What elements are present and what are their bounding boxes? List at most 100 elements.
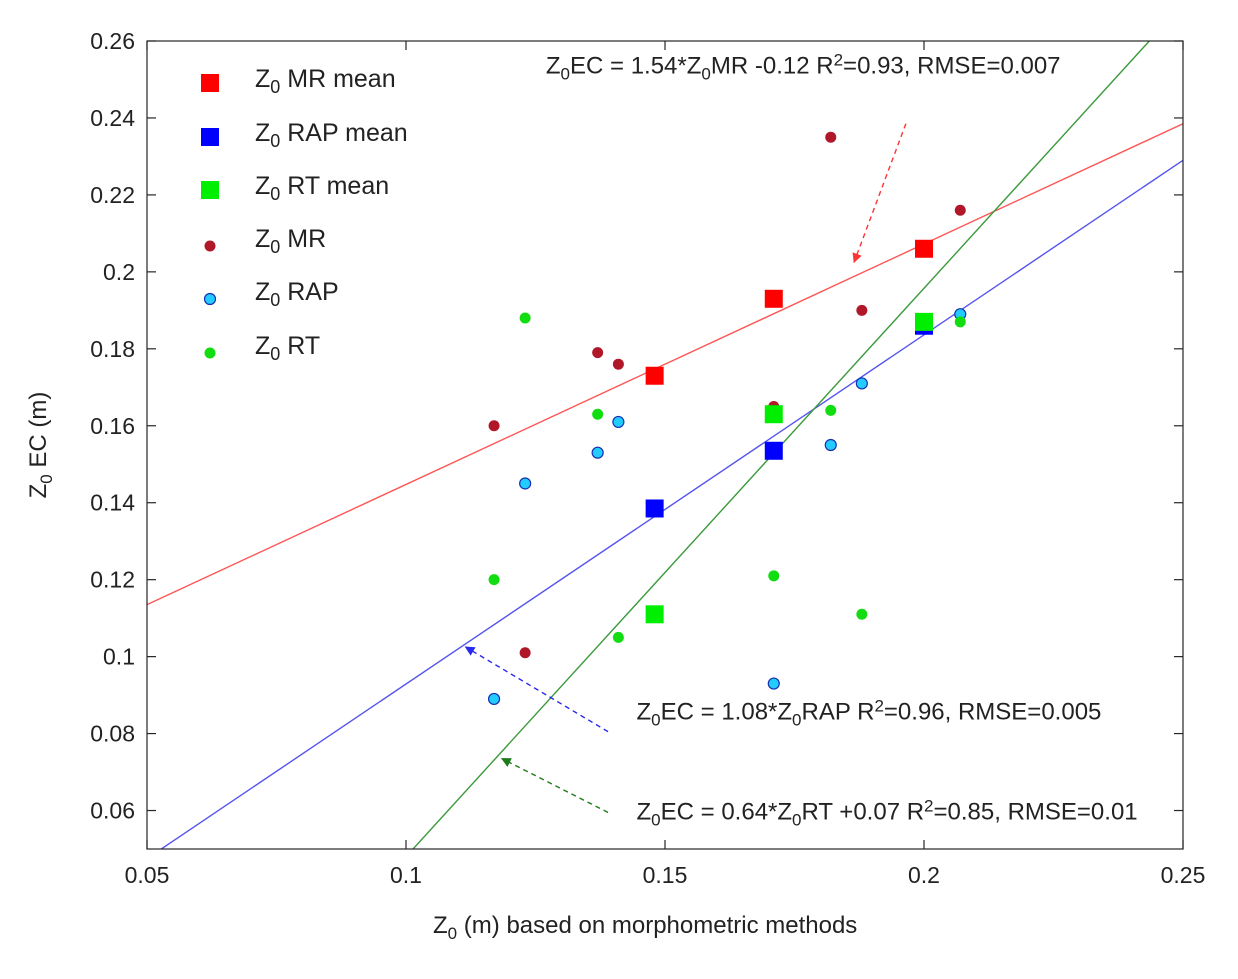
annotation-text-mr-part-1: 0 (561, 65, 570, 84)
annotation-arrow-mr (852, 123, 907, 264)
annotation-text-mr-part-0: Z (546, 53, 561, 80)
annotation-text-rt-part-0: Z (637, 798, 652, 825)
x-axis-label-part-1: 0 (448, 924, 457, 943)
y-tick-label-2: 0.1 (103, 644, 135, 670)
y-tick-label-0: 0.06 (90, 798, 135, 824)
annotation-text-rap-part-0: Z (637, 698, 652, 725)
point-rt-2 (592, 408, 604, 420)
legend-label-mr-part-0: Z (255, 225, 270, 253)
x-axis-label-part-0: Z (433, 912, 448, 939)
data-markers (487, 131, 967, 706)
annotation-text-mr-part-5: 2 (834, 51, 843, 70)
point-mr-1 (519, 647, 531, 659)
legend-label-rt-mean-part-1: 0 (270, 184, 280, 204)
annotation-text-rt: Z0EC = 0.64*Z0RT +0.07 R2=0.85, RMSE=0.0… (637, 797, 1138, 830)
y-tick-label-8: 0.22 (90, 182, 135, 208)
legend-label-mr-mean-part-1: 0 (270, 77, 280, 97)
legend-label-rap-mean-part-0: Z (255, 119, 270, 147)
legend-label-rt: Z0 RT (255, 332, 320, 364)
legend-label-rt-mean-part-0: Z (255, 172, 270, 200)
legend-label-rt-part-2: RT (280, 332, 320, 360)
y-tick-label-4: 0.14 (90, 490, 135, 516)
legend-marker-rap-mean (201, 128, 219, 146)
annotation-text-rap-part-1: 0 (651, 710, 660, 729)
legend-label-rt-mean-part-2: RT mean (280, 172, 389, 200)
annotation-text-rap: Z0EC = 1.08*Z0RAP R2=0.96, RMSE=0.005 (637, 697, 1102, 730)
point-rt-0 (488, 574, 500, 586)
annotation-text-mr-part-3: 0 (701, 65, 710, 84)
y-tick-label-3: 0.12 (90, 567, 135, 593)
point-rt-mean-2 (915, 312, 933, 331)
y-axis-label-part-2: EC (m) (25, 392, 52, 475)
y-tick-label-10: 0.26 (90, 28, 135, 54)
point-rt-mean-0 (645, 605, 664, 624)
point-mr-2 (592, 347, 604, 359)
y-axis-label-part-0: Z (25, 484, 52, 499)
annotation-text-mr-part-6: =0.93, RMSE=0.007 (843, 53, 1060, 80)
annotation-text-rt-part-4: RT +0.07 R (802, 798, 925, 825)
point-mr-0 (488, 420, 500, 432)
x-tick-label-0: 0.05 (125, 862, 170, 888)
x-tick-label-4: 0.25 (1161, 862, 1206, 888)
x-tick-label-1: 0.1 (390, 862, 422, 888)
annotation-arrow-rap (464, 646, 609, 733)
y-tick-label-1: 0.08 (90, 721, 135, 747)
legend-label-rap-mean: Z0 RAP mean (255, 119, 408, 151)
x-axis-label-part-2: (m) based on morphometric methods (457, 912, 857, 939)
y-tick-label-5: 0.16 (90, 413, 135, 439)
point-mr-6 (856, 304, 868, 316)
point-mr-mean-1 (764, 289, 783, 308)
point-rap-0 (487, 692, 501, 706)
fit-line-0 (147, 123, 1183, 606)
y-tick-label-7: 0.2 (103, 259, 135, 285)
point-rap-4 (767, 677, 780, 690)
legend-label-mr: Z0 MR (255, 225, 326, 257)
legend-label-rt-mean: Z0 RT mean (255, 172, 389, 204)
point-rt-7 (954, 316, 966, 328)
annotation-text-rap-part-5: 2 (874, 697, 883, 716)
annotation-text-rt-part-5: 2 (924, 797, 933, 816)
y-tick-label-6: 0.18 (90, 336, 135, 362)
point-mr-7 (954, 204, 966, 216)
legend-marker-rap (203, 292, 217, 306)
legend-marker-mr-mean (201, 74, 219, 92)
axes: 0.05 0.1 0.15 0.2 0.25 0.06 0.08 0.1 0.12 0.14 0.1… (25, 28, 1205, 943)
point-mr-mean-0 (645, 366, 664, 385)
point-mr-5 (825, 131, 837, 143)
legend-label-rap-mean-part-1: 0 (270, 131, 280, 151)
annotation-arrow-rt (500, 757, 609, 814)
legend-marker-rt (204, 347, 216, 359)
plot-frame (146, 40, 1184, 850)
point-rap-mean-1 (764, 441, 783, 460)
legend-label-mr-mean-part-0: Z (255, 65, 270, 93)
legend-label-rap-part-2: RAP (280, 278, 338, 306)
legend-label-rt-part-1: 0 (270, 344, 280, 364)
annotation-text-rap-part-2: EC = 1.08*Z (661, 698, 792, 725)
y-axis-label-part-1: 0 (37, 474, 56, 483)
annotation-text-rap-part-4: RAP R (802, 698, 875, 725)
point-rap-mean-0 (645, 499, 664, 518)
legend-label-mr-part-1: 0 (270, 237, 280, 257)
fit-line-1 (160, 159, 1183, 849)
legend-marker-rt-mean (201, 181, 219, 199)
point-rt-4 (768, 570, 780, 582)
point-rt-1 (519, 312, 531, 324)
annotation-text-rap-part-6: =0.96, RMSE=0.005 (884, 698, 1101, 725)
legend-label-rt-part-0: Z (255, 332, 270, 360)
point-rt-6 (856, 608, 868, 620)
point-rap-6 (855, 377, 868, 390)
legend-label-rap-mean-part-2: RAP mean (280, 119, 407, 147)
y-tick-label-9: 0.24 (90, 105, 135, 131)
x-tick-label-3: 0.2 (908, 862, 940, 888)
fit-lines (147, 41, 1183, 849)
point-rt-mean-1 (764, 405, 783, 424)
point-rt-5 (825, 404, 837, 416)
annotations: Z0EC = 1.54*Z0MR -0.12 R2=0.93, RMSE=0.0… (464, 51, 1138, 830)
legend-label-mr-mean-part-2: MR mean (280, 65, 395, 93)
point-rap-3 (612, 415, 625, 429)
x-axis-label: Z0 (m) based on morphometric methods (433, 912, 857, 943)
point-mr-mean-2 (915, 239, 933, 258)
point-mr-3 (612, 358, 624, 370)
